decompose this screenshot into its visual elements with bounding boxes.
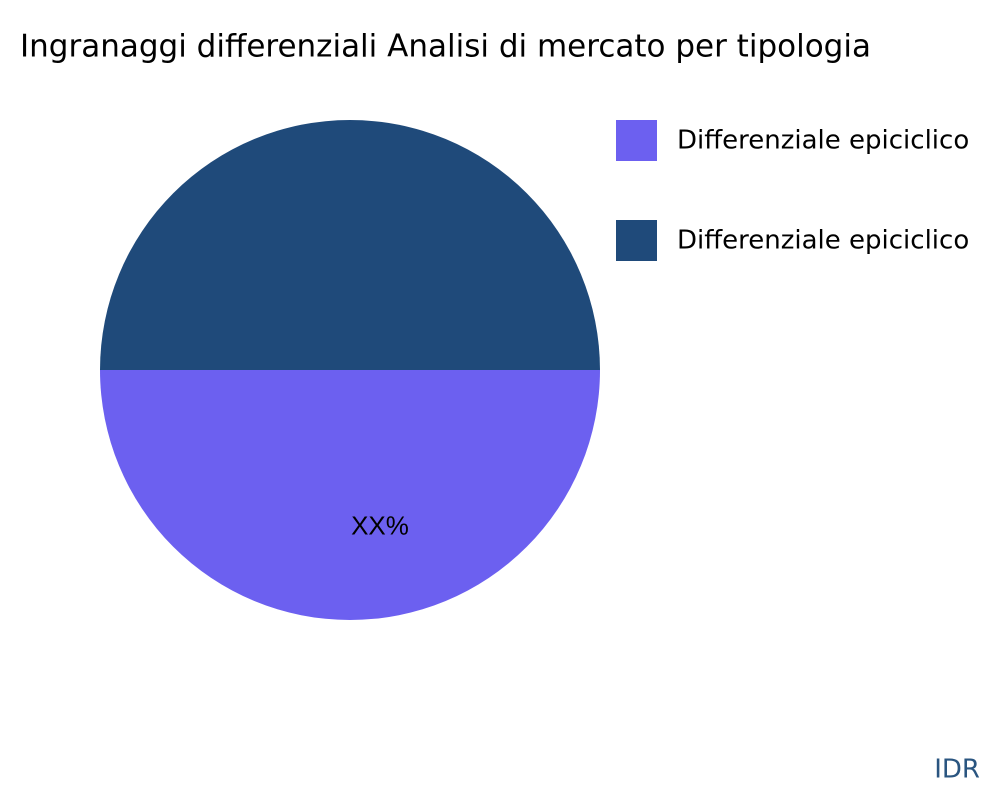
legend-swatch <box>616 120 657 161</box>
legend-swatch <box>616 220 657 261</box>
chart-title: Ingranaggi differenziali Analisi di merc… <box>20 29 871 65</box>
legend-label: Differenziale epiciclico <box>677 226 969 256</box>
slice-label: XX% <box>351 510 409 540</box>
watermark: IDR <box>934 755 980 785</box>
pie-slice <box>100 120 600 370</box>
legend-label: Differenziale epiciclico <box>677 126 969 156</box>
pie-slice <box>100 370 600 620</box>
